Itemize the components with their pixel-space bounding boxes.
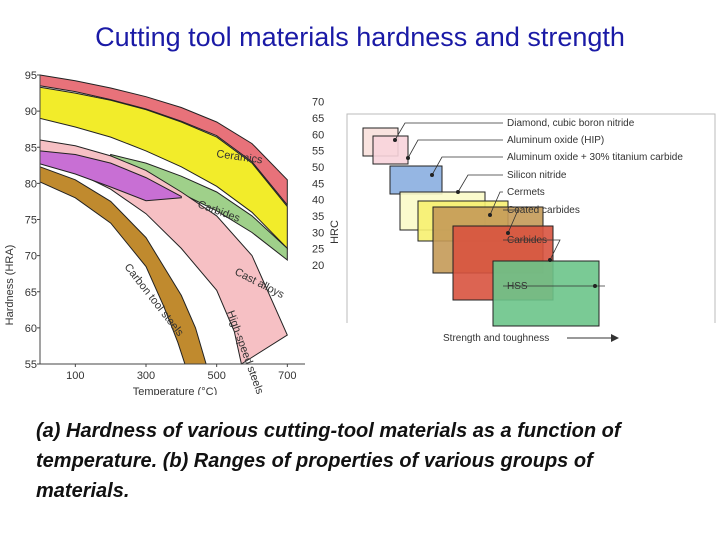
y-tick-label: 80 [25, 178, 37, 190]
material-labels: Diamond, cubic boron nitride Aluminum oxi… [507, 118, 683, 292]
y2-tick-label: 25 [312, 244, 324, 256]
range-rect-hss [492, 260, 600, 327]
material-label-coated-carbides: Coated carbides [507, 205, 580, 216]
y-tick-label: 75 [25, 215, 37, 227]
material-label-aluminum-oxide-hip: Aluminum oxide (HIP) [507, 135, 604, 146]
range-rect-aluminum-oxide-hip [372, 135, 409, 165]
leader-line [503, 239, 561, 261]
y-tick-label: 65 [25, 287, 37, 299]
figure-caption: (a) Hardness of various cutting-tool mat… [36, 420, 621, 502]
material-label-carbides: Carbides [507, 235, 547, 246]
y2-tick-label: 65 [312, 113, 324, 125]
leader-dot [488, 213, 492, 217]
y2-tick-label: 55 [312, 146, 324, 158]
leader-dot [506, 231, 510, 235]
chart-axes: 95 90 85 80 75 70 65 60 55 100 300 500 700 70 65 60 55 50… [25, 70, 325, 382]
y2-tick-label: 35 [312, 211, 324, 223]
leader-dot [430, 173, 434, 177]
y-tick-label: 70 [25, 251, 37, 263]
leader-line [407, 139, 503, 159]
y2-axis-title: HRC [329, 220, 340, 244]
diagram-frame [346, 113, 716, 323]
leader-dot [548, 258, 552, 262]
material-label-hss: HSS [507, 281, 528, 292]
y-axis-title: Hardness (HRA) [4, 245, 16, 326]
slide-title: Cutting tool materials hardness and stre… [95, 22, 625, 52]
leader-dot [456, 190, 460, 194]
material-label-silicon-nitride: Silicon nitride [507, 170, 567, 181]
material-label-diamond-cubic-boron-nitride: Diamond, cubic boron nitride [507, 118, 635, 129]
y2-tick-label: 50 [312, 162, 324, 174]
x-axis-title: Temperature (°C) [133, 386, 217, 395]
y2-tick-label: 60 [312, 129, 324, 141]
y2-tick-label: 70 [312, 97, 324, 109]
material-label-cermets: Cermets [507, 187, 545, 198]
x-tick-label: 500 [207, 370, 225, 382]
leader-line [489, 191, 503, 216]
leader-line [503, 209, 519, 234]
x-axis-title: Strength and toughness [443, 333, 549, 344]
label-leaders [393, 122, 605, 288]
band-ceramics [39, 74, 288, 207]
x-tick-label: 300 [137, 370, 155, 382]
leader-line [431, 156, 503, 176]
y2-tick-label: 45 [312, 178, 324, 190]
y2-tick-label: 30 [312, 227, 324, 239]
x-tick-label: 100 [66, 370, 84, 382]
y-tick-label: 55 [25, 359, 37, 371]
material-label-aluminum-oxide-30-titanium-carbide: Aluminum oxide + 30% titanium carbide [507, 152, 683, 163]
property-ranges-diagram: Diamond, cubic boron nitride Aluminum oxi… [346, 113, 716, 344]
leader-line [394, 122, 503, 141]
leader-dot [593, 284, 597, 288]
band-overlap [39, 150, 182, 202]
range-rect-aluminum-oxide-30-titanium-carbide [389, 165, 443, 195]
y2-tick-label: 20 [312, 260, 324, 272]
y-tick-label: 90 [25, 106, 37, 118]
frame-line [346, 113, 716, 323]
y-tick-label: 60 [25, 323, 37, 335]
leader-dot [393, 138, 397, 142]
y-tick-label: 95 [25, 70, 37, 82]
y2-tick-label: 40 [312, 195, 324, 207]
y-tick-label: 85 [25, 142, 37, 154]
x-tick-label: 700 [278, 370, 296, 382]
hardness-temperature-chart: Ceramics Carbides Cast alloys Carbon too… [4, 70, 340, 395]
arrow-icon [567, 334, 619, 342]
leader-dot [406, 156, 410, 160]
leader-line [457, 174, 503, 193]
